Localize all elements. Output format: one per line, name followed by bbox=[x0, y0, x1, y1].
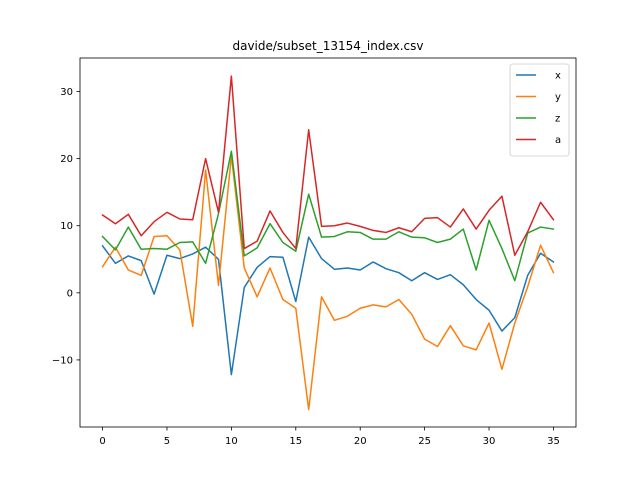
series-line-z bbox=[101, 150, 555, 282]
x-tick-label: 30 bbox=[483, 436, 496, 447]
x-axis: 0 5 10 15 20 25 30 35 bbox=[99, 427, 560, 447]
x-tick-label: 35 bbox=[547, 436, 560, 447]
legend-label-y: y bbox=[555, 92, 561, 103]
y-tick-label: 0 bbox=[67, 288, 73, 299]
y-tick-label: 20 bbox=[60, 154, 73, 165]
y-tick-label: 10 bbox=[60, 221, 73, 232]
legend-box bbox=[509, 63, 570, 157]
legend-label-z: z bbox=[555, 114, 560, 125]
x-tick-label: 15 bbox=[289, 436, 302, 447]
series-line-x bbox=[101, 236, 555, 376]
legend-label-a: a bbox=[555, 135, 561, 146]
x-tick-label: 10 bbox=[225, 436, 238, 447]
x-tick-label: 20 bbox=[354, 436, 367, 447]
x-tick-label: 0 bbox=[99, 436, 105, 447]
series-line-a bbox=[101, 75, 555, 256]
y-tick-label: −10 bbox=[52, 355, 73, 366]
series-layer bbox=[101, 75, 555, 411]
chart-title: davide/subset_13154_index.csv bbox=[232, 39, 423, 53]
series-line-y bbox=[101, 155, 555, 411]
x-tick-label: 5 bbox=[164, 436, 170, 447]
x-tick-label: 25 bbox=[418, 436, 431, 447]
legend-label-x: x bbox=[555, 71, 561, 82]
axes-frame bbox=[79, 57, 577, 428]
y-tick-label: 30 bbox=[60, 87, 73, 98]
y-axis: −10 0 10 20 30 bbox=[52, 87, 80, 366]
